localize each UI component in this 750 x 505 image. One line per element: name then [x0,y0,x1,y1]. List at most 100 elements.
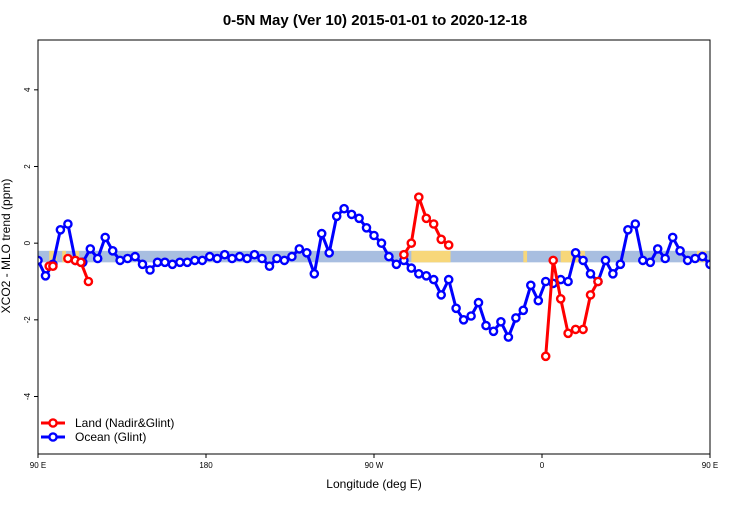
ocean-data-point [391,259,402,270]
ocean-data-point [652,244,663,254]
land-band-segment [411,250,451,263]
land-data-point [578,324,588,335]
x-tick-label: 180 [199,461,213,470]
ocean-series [38,203,750,342]
land-series-line [732,259,750,282]
plot-frame [37,39,711,455]
ocean-data-point [339,203,349,214]
land-band-segment [523,250,528,263]
ocean-data-point [570,247,581,258]
land-data-point [443,240,454,250]
ocean-data-point [518,305,529,316]
land-data-point [585,290,596,300]
land-data-point [729,263,736,270]
ocean-data-point [376,238,387,248]
ocean-data-point [729,259,736,266]
ocean-data-point [361,222,372,233]
ocean-data-point [585,268,596,279]
ocean-data-point [122,253,133,264]
y-axis-label: XCO2 - MLO trend (ppm) [0,179,13,314]
land-data-point [570,324,581,335]
y-tick-label: 4 [23,87,32,92]
ocean-data-point [167,259,178,270]
ocean-data-point [301,247,312,258]
ocean-data-point [182,257,193,268]
ocean-data-point [272,253,282,264]
ocean-data-point [331,211,342,222]
ocean-data-point [115,255,125,266]
ocean-data-point [160,257,170,268]
ocean-data-point [608,268,618,279]
ocean-data-point [466,311,476,321]
land-band-segment [721,251,725,262]
ocean-data-point [667,232,678,243]
ocean-band [38,250,710,263]
y-tick-label: -2 [23,316,32,324]
ocean-data-point [316,228,327,239]
ocean-data-point [615,259,626,270]
ocean-data-point [189,255,200,266]
land-band-segment [49,250,53,263]
ocean-data-point [744,259,750,266]
y-tick-label: -4 [23,392,32,400]
ocean-data-point [451,303,461,314]
land-data-point [63,253,73,264]
ocean-data-point [436,290,447,300]
ocean-data-point [249,249,260,260]
ocean-data-point [458,314,469,325]
ocean-data-point [234,251,245,262]
ocean-data-point [346,209,357,220]
land-data-point [548,255,559,266]
ocean-data-point [324,247,335,258]
ocean-data-point [511,313,521,323]
ocean-data-point [145,265,155,275]
ocean-data-point [279,255,290,266]
ocean-data-point [578,255,588,266]
ocean-data-point [63,219,73,229]
ocean-data-point [630,219,641,229]
legend: Land (Nadir&Glint)Ocean (Glint) [41,416,174,444]
land-series [44,192,750,362]
ocean-data-point [675,245,685,256]
ocean-data-point [197,255,208,266]
ocean-data-point [645,257,656,268]
legend-swatch-marker [48,418,58,428]
legend-label: Ocean (Glint) [75,430,146,444]
ocean-data-point [287,251,297,262]
ocean-data-point [85,244,96,254]
ocean-data-point [563,276,573,287]
ocean-data-point [533,295,544,306]
ocean-data-point [264,261,275,272]
ocean-data-point [443,274,454,285]
land-band-segment [712,251,716,262]
ocean-data-point [682,255,693,266]
ocean-data-point [130,251,140,262]
x-tick-label: 90 W [365,461,384,470]
ocean-data-point [384,251,394,262]
ocean-data-point [55,224,66,235]
x-tick-label: 90 E [30,461,46,470]
legend-item-ocean: Ocean (Glint) [41,430,146,444]
ocean-data-point [175,257,185,268]
land-data-point [563,328,573,339]
series-layer [38,192,750,362]
ocean-data-point [638,255,648,266]
ocean-data-point [204,251,215,262]
land-data-point [413,192,424,202]
ocean-data-point [473,297,484,308]
ocean-data-point [421,270,432,281]
legend-swatch-marker [48,432,58,442]
ocean-data-point [660,253,671,264]
y-tick-label: 2 [23,164,32,169]
legend-item-land: Land (Nadir&Glint) [41,416,174,430]
ocean-data-point [690,253,700,264]
ocean-series-line [38,207,710,339]
ocean-data-point [721,259,728,266]
ocean-data-point [227,253,237,264]
ocean-data-point [152,257,163,268]
land-data-point [593,276,603,287]
ocean-data-point [219,249,230,260]
ocean-data-point [413,268,424,279]
ocean-data-point [623,224,633,235]
